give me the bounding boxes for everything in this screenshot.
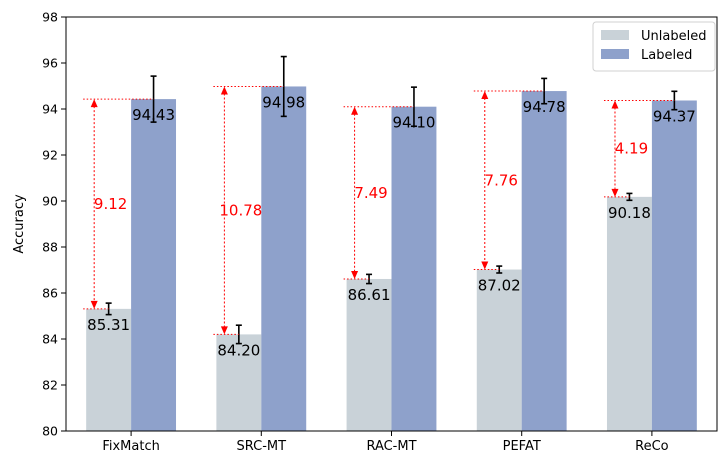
value-label-labeled: 94.78 xyxy=(523,98,566,116)
bar-labeled xyxy=(131,99,177,432)
x-tick-label: FixMatch xyxy=(102,439,160,454)
value-label-labeled: 94.10 xyxy=(392,114,435,132)
gap-arrow-head-up xyxy=(351,106,359,115)
y-axis-label: Accuracy xyxy=(12,194,27,254)
gap-arrow-head-down xyxy=(90,300,98,309)
value-label-unlabeled: 85.31 xyxy=(87,316,130,334)
bar-labeled xyxy=(391,106,437,431)
y-tick-label: 84 xyxy=(42,332,58,347)
gap-label: 4.19 xyxy=(615,140,648,158)
value-label-labeled: 94.43 xyxy=(132,106,175,124)
bar-labeled xyxy=(651,100,697,432)
gap-arrow-head-up xyxy=(220,86,228,95)
bar-labeled xyxy=(261,86,307,432)
y-tick-label: 86 xyxy=(42,286,58,301)
y-tick-label: 80 xyxy=(42,424,58,439)
bar-labeled xyxy=(521,91,567,431)
y-tick-label: 90 xyxy=(42,194,58,209)
legend-swatch xyxy=(601,30,629,40)
x-axis: FixMatch SRC-MT RAC-MT PEFAT ReCo xyxy=(102,431,669,454)
gap-arrow-head-up xyxy=(481,91,489,100)
y-axis: 80 82 84 86 88 90 92 94 96 98 xyxy=(42,10,66,439)
gap-arrow-head-down xyxy=(351,270,359,279)
gap-arrow-head-down xyxy=(611,188,619,197)
gap-label: 9.12 xyxy=(94,195,127,213)
value-label-unlabeled: 84.20 xyxy=(217,341,260,359)
value-label-unlabeled: 87.02 xyxy=(478,277,521,295)
legend-label: Unlabeled xyxy=(641,29,706,44)
bar-unlabeled xyxy=(606,196,652,431)
x-tick-label: PEFAT xyxy=(503,439,541,454)
y-tick-label: 82 xyxy=(42,378,58,393)
bar-unlabeled xyxy=(346,278,392,431)
bar-unlabeled xyxy=(216,334,262,431)
y-tick-label: 98 xyxy=(42,10,58,25)
value-label-unlabeled: 86.61 xyxy=(348,286,391,304)
gap-label: 7.76 xyxy=(485,171,518,189)
legend: Unlabeled Labeled xyxy=(592,21,716,72)
y-tick-label: 94 xyxy=(42,102,58,117)
gap-label: 7.49 xyxy=(354,184,387,202)
y-tick-label: 92 xyxy=(42,148,58,163)
x-tick-label: RAC-MT xyxy=(366,439,416,454)
value-label-unlabeled: 90.18 xyxy=(608,204,651,222)
gap-arrow-head-up xyxy=(90,99,98,108)
gap-arrow-head-up xyxy=(611,100,619,109)
y-tick-label: 88 xyxy=(42,240,58,255)
value-label-labeled: 94.37 xyxy=(653,107,696,125)
legend-swatch xyxy=(601,49,629,59)
chart-marks: 9.12 85.31 94.43 10.78 84.20 94.98 7.49 86.61 94… xyxy=(83,55,697,432)
gap-label: 10.78 xyxy=(219,201,262,219)
bar-unlabeled xyxy=(86,308,132,431)
gap-arrow-head-down xyxy=(481,261,489,270)
gap-arrow-head-down xyxy=(220,326,228,335)
x-tick-label: SRC-MT xyxy=(237,439,287,454)
value-label-labeled: 94.98 xyxy=(262,93,305,111)
y-tick-label: 96 xyxy=(42,56,58,71)
legend-label: Labeled xyxy=(641,48,692,63)
bar-unlabeled xyxy=(476,269,522,431)
x-tick-label: ReCo xyxy=(635,439,669,454)
